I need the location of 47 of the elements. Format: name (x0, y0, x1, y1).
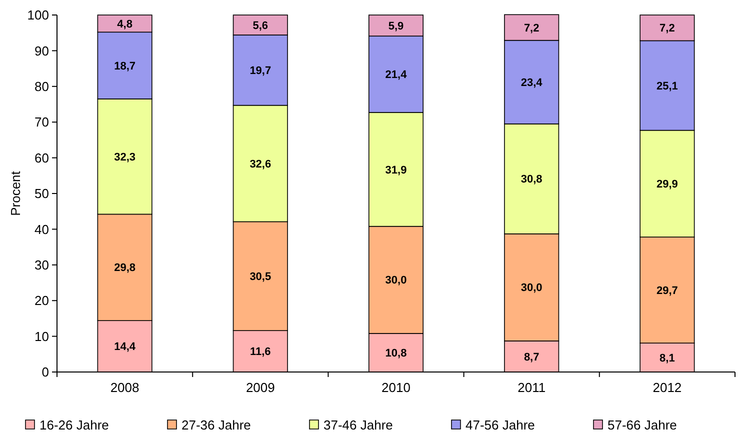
legend-label: 57-66 Jahre (608, 418, 677, 433)
y-tick-label: 100 (27, 8, 49, 23)
data-label: 29,8 (114, 262, 136, 274)
x-tick-label: 2012 (652, 380, 682, 395)
data-label: 14,4 (114, 341, 136, 354)
data-label: 32,6 (250, 158, 272, 170)
data-label: 21,4 (385, 69, 408, 82)
legend-label: 16-26 Jahre (40, 418, 109, 433)
data-label: 32,3 (114, 151, 136, 164)
data-label: 4,8 (117, 18, 132, 30)
legend-label: 27-36 Jahre (182, 418, 251, 433)
data-label: 30,8 (520, 174, 542, 186)
data-label: 5,9 (388, 20, 404, 32)
y-tick-label: 90 (34, 43, 49, 58)
legend-label: 37-46 Jahre (324, 418, 393, 433)
data-label: 8,1 (660, 352, 675, 364)
x-tick-label: 2010 (382, 380, 410, 395)
data-label: 30,5 (250, 270, 272, 283)
data-label: 23,4 (520, 76, 544, 89)
data-label: 29,9 (656, 178, 678, 191)
data-label: 30,0 (520, 282, 542, 294)
legend-label: 47-56 Jahre (466, 418, 535, 433)
x-tick-label: 2011 (518, 380, 546, 395)
data-label: 18,7 (114, 60, 136, 72)
y-tick-label: 60 (34, 150, 49, 166)
y-tick-label: 40 (34, 222, 49, 237)
y-tick-label: 0 (42, 364, 49, 380)
y-tick-label: 80 (34, 78, 49, 94)
y-tick-label: 50 (34, 186, 49, 202)
y-tick-label: 30 (34, 257, 49, 272)
x-tick-label: 2008 (110, 380, 140, 395)
data-label: 25,1 (656, 80, 678, 92)
data-label: 7,2 (524, 22, 540, 34)
data-label: 19,7 (250, 65, 272, 78)
y-axis-title: Procent (8, 170, 23, 216)
y-tick-label: 70 (34, 114, 49, 130)
y-tick-label: 20 (34, 293, 49, 308)
data-label: 31,9 (385, 164, 407, 176)
data-label: 30,0 (385, 274, 407, 287)
data-label: 5,6 (252, 20, 268, 32)
data-label: 11,6 (250, 346, 271, 358)
y-tick-label: 10 (34, 328, 49, 344)
data-label: 7,2 (660, 22, 675, 35)
data-label: 10,8 (385, 348, 407, 360)
data-label: 8,7 (524, 351, 540, 364)
data-label: 29,7 (656, 284, 678, 297)
x-tick-label: 2009 (246, 380, 275, 395)
